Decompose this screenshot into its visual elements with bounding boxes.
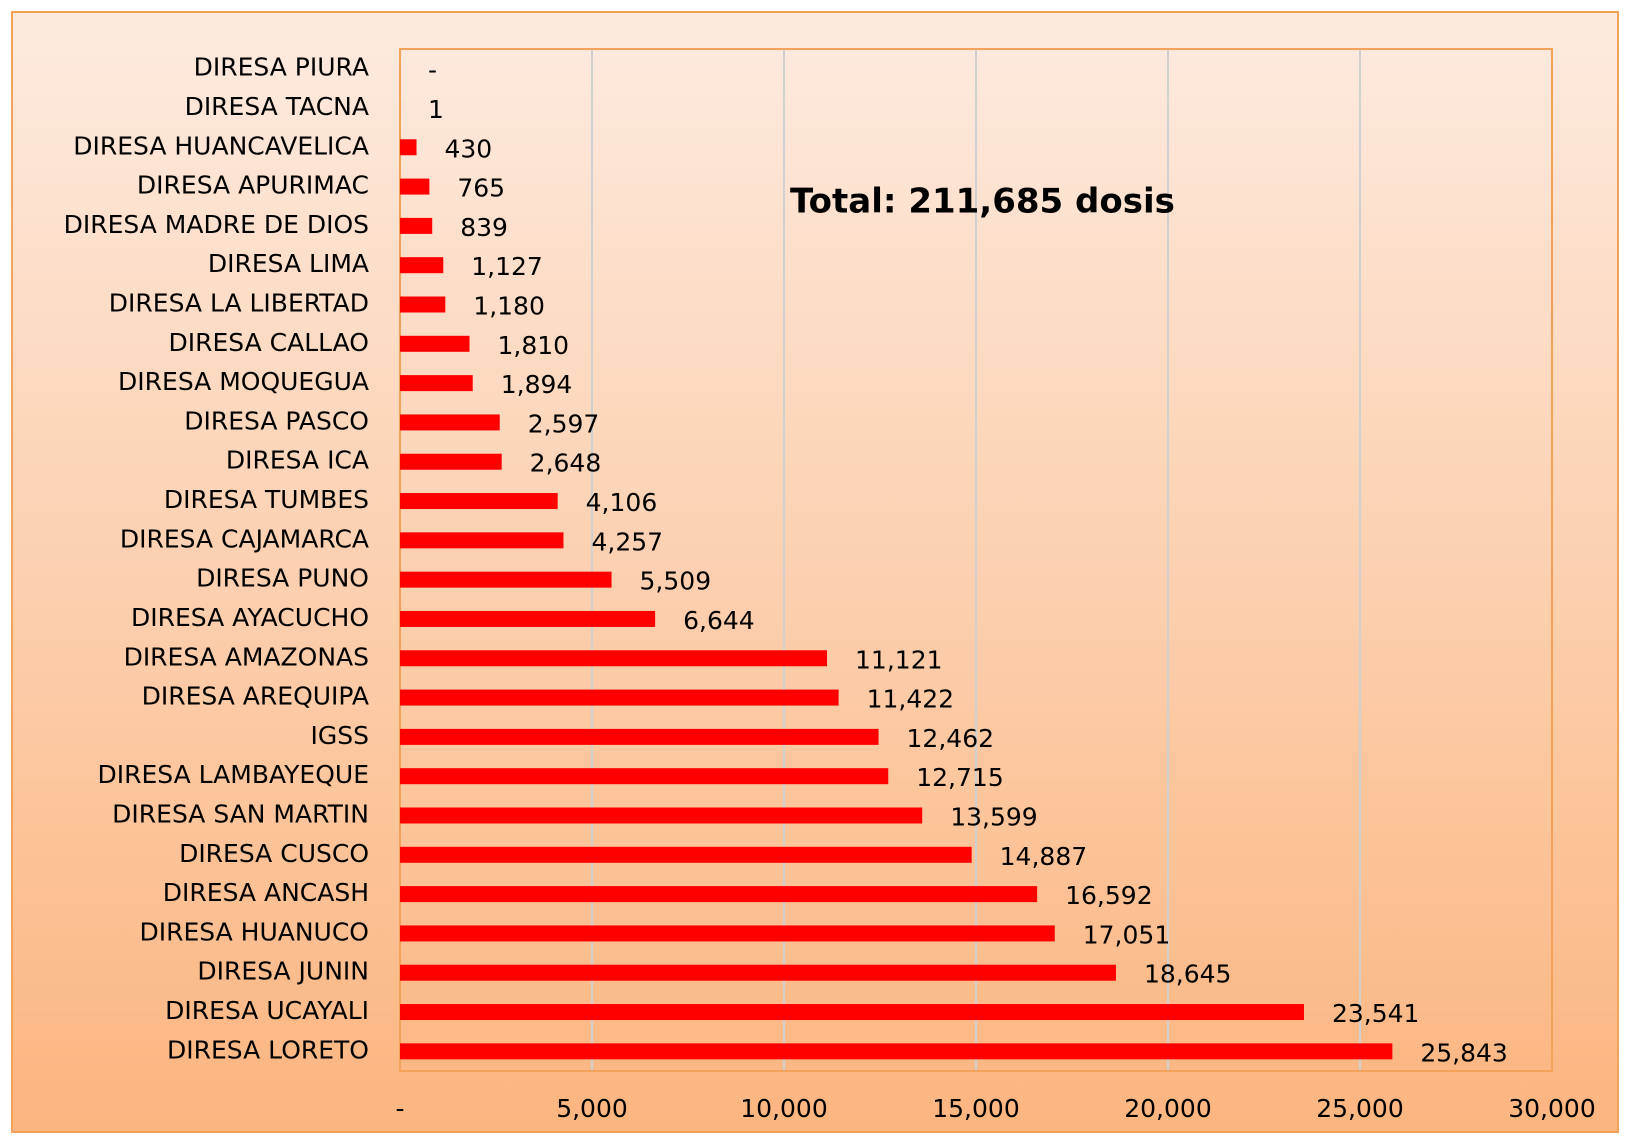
value-label: 430 — [445, 134, 493, 163]
bar — [400, 1004, 1304, 1021]
y-tick-label: IGSS — [311, 721, 369, 750]
chart-area — [11, 11, 1619, 1133]
value-label: 2,648 — [530, 449, 602, 478]
bar — [400, 375, 473, 392]
y-tick-label: DIRESA UCAYALI — [165, 996, 369, 1025]
y-tick-label: DIRESA CUSCO — [179, 839, 369, 868]
bar — [400, 257, 444, 274]
y-tick-label: DIRESA PUNO — [196, 564, 369, 593]
bar — [400, 610, 656, 627]
x-tick-label: 15,000 — [932, 1094, 1019, 1123]
y-tick-label: DIRESA ANCASH — [163, 878, 369, 907]
bar — [400, 886, 1038, 903]
value-label: 1,810 — [498, 331, 570, 360]
bar — [400, 768, 889, 785]
y-tick-label: DIRESA TUMBES — [164, 485, 369, 514]
bar — [400, 964, 1116, 981]
value-label: 1,894 — [501, 370, 573, 399]
value-label: 6,644 — [683, 606, 755, 635]
value-label: 23,541 — [1332, 999, 1419, 1028]
bar — [400, 846, 972, 863]
value-label: 11,121 — [855, 645, 942, 674]
y-tick-label: DIRESA HUANCAVELICA — [73, 131, 369, 160]
y-tick-label: DIRESA LIMA — [208, 249, 369, 278]
y-tick-label: DIRESA AREQUIPA — [142, 682, 369, 711]
value-label: 1,180 — [473, 292, 545, 321]
value-label: 12,715 — [916, 763, 1003, 792]
x-tick-label: 10,000 — [740, 1094, 827, 1123]
y-tick-label: DIRESA JUNIN — [197, 957, 369, 986]
y-tick-label: DIRESA MOQUEGUA — [118, 367, 369, 396]
value-label: 14,887 — [1000, 842, 1087, 871]
y-tick-label: DIRESA PIURA — [194, 53, 369, 82]
value-label: 13,599 — [950, 803, 1037, 832]
y-tick-label: DIRESA PASCO — [184, 406, 369, 435]
y-tick-label: DIRESA MADRE DE DIOS — [64, 210, 369, 239]
y-tick-label: DIRESA APURIMAC — [137, 171, 369, 200]
bar — [400, 689, 839, 706]
bar — [400, 650, 828, 667]
x-tick-label: 20,000 — [1124, 1094, 1211, 1123]
y-tick-label: DIRESA AMAZONAS — [124, 642, 369, 671]
bar — [400, 493, 558, 510]
bar — [400, 453, 502, 470]
y-tick-label: DIRESA SAN MARTIN — [112, 800, 369, 829]
value-label: 17,051 — [1083, 920, 1170, 949]
plot-border — [399, 48, 1553, 1072]
value-label: 839 — [460, 213, 508, 242]
bar — [400, 728, 879, 745]
y-tick-label: DIRESA LAMBAYEQUE — [98, 760, 370, 789]
value-label: 1 — [428, 95, 444, 124]
x-tick-label: - — [395, 1094, 404, 1123]
y-tick-label: DIRESA TACNA — [185, 92, 369, 121]
x-tick-label: 25,000 — [1316, 1094, 1403, 1123]
bar — [400, 296, 446, 313]
bar — [400, 571, 612, 588]
value-label: 18,645 — [1144, 960, 1231, 989]
bar — [400, 925, 1055, 942]
value-label: 1,127 — [471, 252, 543, 281]
y-tick-label: DIRESA LA LIBERTAD — [109, 289, 369, 318]
value-label: 765 — [457, 174, 505, 203]
value-label: 2,597 — [528, 409, 600, 438]
annotation: Total: 211,685 dosis — [790, 182, 1175, 222]
y-tick-label: DIRESA LORETO — [167, 1035, 369, 1064]
y-tick-label: DIRESA HUANUCO — [139, 917, 369, 946]
x-tick-label: 30,000 — [1508, 1094, 1595, 1123]
bar — [400, 414, 500, 431]
y-tick-label: DIRESA CALLAO — [168, 328, 369, 357]
x-tick-label: 5,000 — [556, 1094, 628, 1123]
value-label: - — [428, 56, 437, 85]
bar — [400, 217, 433, 234]
value-label: 11,422 — [867, 685, 954, 714]
value-label: 5,509 — [640, 567, 712, 596]
value-label: 16,592 — [1065, 881, 1152, 910]
bar — [400, 532, 564, 549]
bar — [400, 178, 430, 195]
y-tick-label: DIRESA AYACUCHO — [131, 603, 369, 632]
value-label: 12,462 — [907, 724, 994, 753]
bar — [400, 139, 417, 156]
value-label: 4,257 — [591, 527, 663, 556]
bar — [400, 335, 470, 352]
bar — [400, 1043, 1393, 1060]
bar — [400, 807, 923, 824]
value-label: 25,843 — [1420, 1038, 1507, 1067]
value-label: 4,106 — [586, 488, 658, 517]
y-tick-label: DIRESA ICA — [226, 446, 369, 475]
y-tick-label: DIRESA CAJAMARCA — [120, 524, 369, 553]
